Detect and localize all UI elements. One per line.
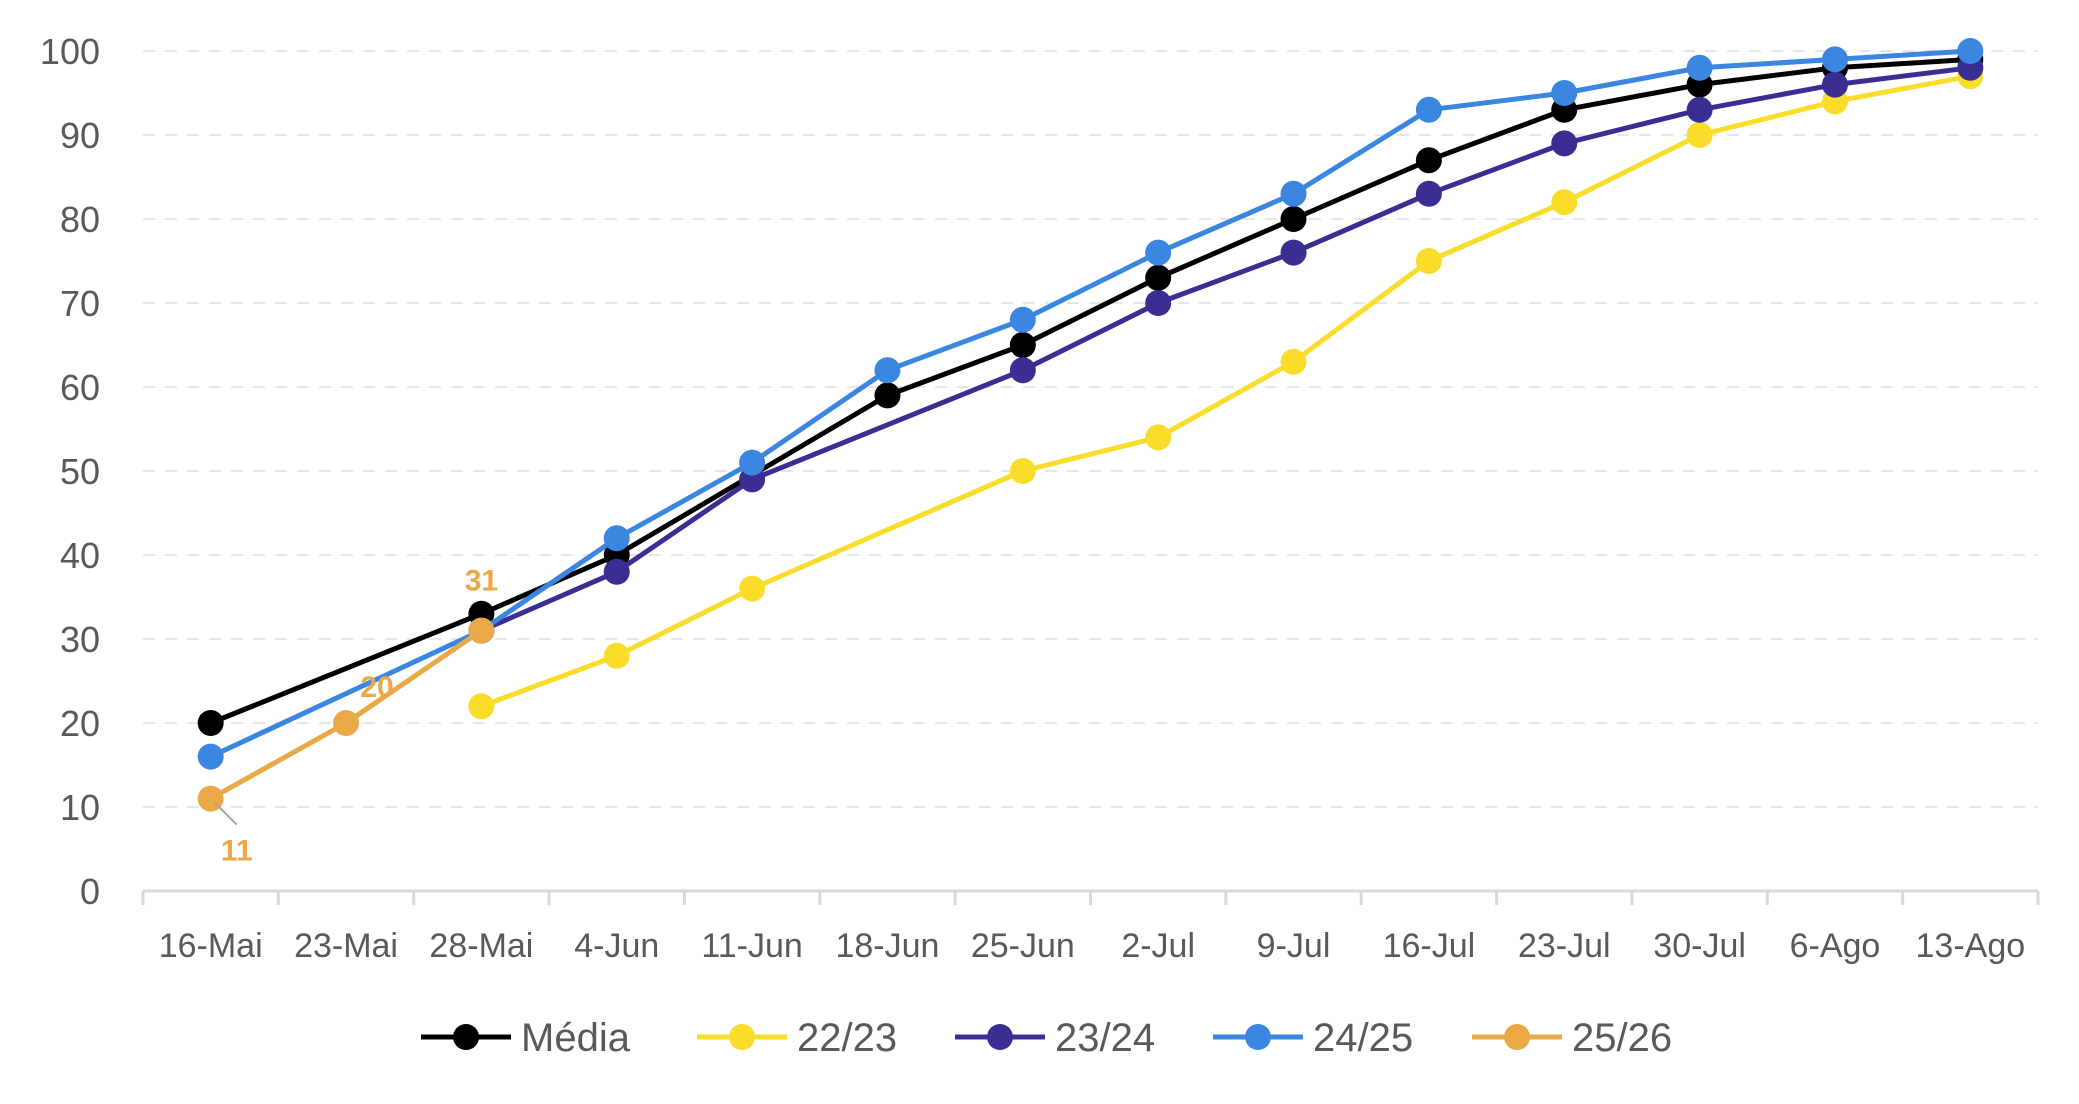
x-tick-label: 23-Mai [294, 927, 398, 965]
data-point-22-23 [468, 693, 495, 720]
data-label: 11 [221, 835, 253, 868]
data-point-22-23 [1145, 424, 1172, 451]
data-point-24-25 [197, 743, 224, 770]
data-label: 31 [465, 565, 498, 598]
x-tick-label: 28-Mai [429, 927, 533, 965]
data-point-22-23 [1415, 248, 1442, 274]
data-point-23-24 [1280, 239, 1307, 266]
legend-label: 24/25 [1313, 1016, 1413, 1060]
data-point-22-23 [1009, 458, 1036, 484]
data-point-24-25 [603, 525, 630, 552]
y-tick-label: 90 [60, 115, 100, 156]
data-point-23-24 [1009, 357, 1036, 384]
legend-item-23-24: 23/24 [955, 1016, 1155, 1060]
data-point-24-25 [1686, 54, 1713, 81]
data-point-23-24 [603, 558, 630, 585]
data-point-22-23 [739, 575, 766, 602]
x-tick-label: 4-Jun [574, 927, 659, 965]
data-point-m-dia [197, 710, 224, 736]
x-tick-label: 18-Jun [835, 927, 939, 965]
series-22-23 [468, 63, 1984, 720]
data-point-25-26 [468, 617, 495, 644]
data-point-25-26 [333, 710, 360, 736]
data-point-24-25 [1551, 80, 1578, 106]
x-tick-label: 13-Ago [1916, 927, 2026, 965]
x-tick-label: 16-Jul [1383, 927, 1476, 965]
data-point-22-23 [1686, 122, 1713, 148]
legend-swatch-marker [1245, 1024, 1271, 1050]
legend-swatch-marker [1504, 1024, 1530, 1050]
data-point-24-25 [1280, 180, 1307, 207]
data-label: 20 [360, 671, 393, 704]
x-tick-label: 11-Jun [701, 927, 802, 965]
series-line-24-25 [209, 48, 1971, 759]
legend-item-25-26: 25/26 [1472, 1016, 1672, 1060]
series-line-m-dia [209, 56, 1971, 726]
data-point-m-dia [1280, 206, 1307, 232]
data-point-23-24 [1821, 71, 1848, 98]
data-point-24-25 [1009, 306, 1036, 333]
y-tick-label: 10 [60, 787, 100, 828]
y-tick-label: 100 [40, 31, 100, 72]
y-tick-label: 70 [60, 283, 100, 324]
data-point-22-23 [603, 642, 630, 669]
data-point-m-dia [1415, 147, 1442, 174]
series-line-22-23 [480, 73, 1971, 709]
data-point-24-25 [739, 449, 766, 476]
x-tick-label: 16-Mai [159, 927, 263, 965]
legend-item-22-23: 22/23 [697, 1016, 897, 1060]
series-lines [197, 38, 1984, 812]
legend-label: 25/26 [1572, 1016, 1672, 1060]
data-point-24-25 [1145, 239, 1172, 266]
x-tick-label: 30-Jul [1653, 927, 1746, 965]
legend-item-m-dia: Média [421, 1016, 631, 1060]
data-point-23-24 [1145, 290, 1172, 316]
data-labels: 11 20 31 [213, 565, 498, 868]
legend-label: 22/23 [797, 1016, 897, 1060]
data-point-22-23 [1551, 189, 1578, 216]
y-tick-label: 30 [60, 619, 100, 660]
x-tick-label: 2-Jul [1121, 927, 1195, 965]
y-tick-label: 50 [60, 451, 100, 492]
legend-swatch-marker [453, 1024, 479, 1050]
data-point-23-24 [1415, 180, 1442, 207]
data-point-24-25 [1957, 38, 1984, 64]
x-axis: 16-Mai 23-Mai 28-Mai 4-Jun 11-Jun 18-Jun 25-Ju… [141, 889, 2040, 965]
series-24-25 [197, 38, 1984, 770]
gridlines [143, 50, 2038, 808]
y-tick-label: 0 [80, 871, 100, 912]
y-tick-label: 80 [60, 199, 100, 240]
legend-swatch-marker [987, 1024, 1013, 1050]
y-tick-label: 60 [60, 367, 100, 408]
legend-label: 23/24 [1055, 1016, 1155, 1060]
legend-swatch-marker [729, 1024, 755, 1050]
y-axis-ticks: 0 10 20 30 40 50 60 70 80 90 100 [40, 31, 100, 912]
data-point-m-dia [1145, 264, 1172, 291]
legend: Média 22/23 23/24 24/25 25/26 [421, 1016, 1672, 1060]
data-point-23-24 [1686, 96, 1713, 123]
data-point-24-25 [874, 357, 901, 384]
y-tick-label: 40 [60, 535, 100, 576]
x-tick-label: 23-Jul [1518, 927, 1611, 965]
legend-item-24-25: 24/25 [1213, 1016, 1413, 1060]
x-tick-label: 6-Ago [1790, 927, 1881, 965]
data-point-24-25 [1415, 96, 1442, 123]
series-line-23-24 [480, 65, 1971, 633]
data-point-24-25 [1821, 46, 1848, 73]
data-point-m-dia [1009, 332, 1036, 358]
data-label-leader [213, 801, 238, 826]
series-m-dia [197, 46, 1984, 736]
x-tick-label: 25-Jun [971, 927, 1075, 965]
data-point-m-dia [874, 382, 901, 409]
data-point-22-23 [1280, 348, 1307, 375]
y-tick-label: 20 [60, 703, 100, 744]
legend-label: Média [521, 1016, 631, 1060]
data-point-23-24 [1551, 130, 1578, 157]
x-tick-label: 9-Jul [1257, 927, 1331, 965]
